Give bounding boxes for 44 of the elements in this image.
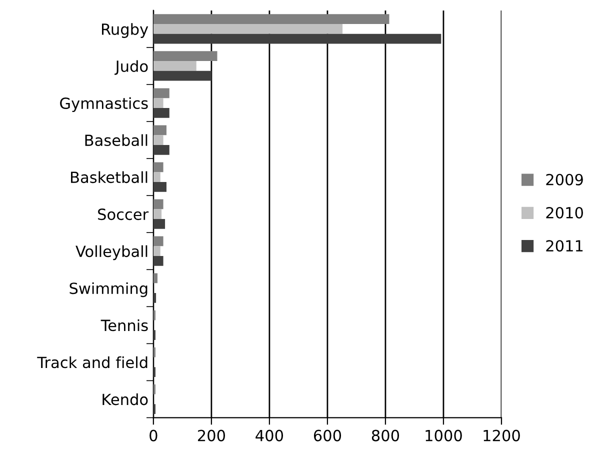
bar (153, 61, 196, 71)
x-tick-label: 1000 (426, 430, 462, 442)
bar (153, 172, 160, 182)
x-tick-label: 600 (314, 430, 342, 442)
bar (153, 98, 164, 108)
x-tick-label: 0 (150, 430, 158, 442)
legend-label: 2009 (546, 174, 583, 186)
bar (153, 236, 164, 246)
bar (153, 199, 164, 210)
bar (153, 108, 170, 118)
bar (153, 88, 170, 98)
legend-label: 2011 (546, 240, 583, 252)
bar (153, 34, 442, 44)
bar (153, 14, 390, 24)
y-tick-label: Judo (114, 60, 148, 75)
y-tick-label: Gymnastics (60, 97, 148, 112)
bar (153, 293, 156, 303)
bar (153, 70, 212, 81)
x-tick-label: 1200 (484, 430, 520, 442)
y-tick-label: Rugby (102, 23, 148, 38)
y-tick-label: Tennis (100, 319, 148, 332)
y-tick-label: Kendo (102, 393, 148, 406)
y-tick-label: Track and field (37, 356, 148, 368)
y-tick-label: Volleyball (76, 245, 148, 260)
bar (153, 51, 218, 62)
bar (153, 256, 164, 266)
bar (153, 209, 162, 220)
x-tick-label: 400 (256, 430, 284, 442)
bar (153, 144, 170, 155)
y-tick-label: Swimming (70, 282, 148, 298)
x-tick-label: 200 (198, 430, 226, 442)
y-tick-label: Basketball (71, 171, 148, 184)
bar (153, 182, 166, 192)
bar (153, 162, 164, 172)
legend-label: 2010 (546, 206, 583, 219)
y-tick-label: Soccer (98, 208, 149, 220)
bar (153, 219, 166, 229)
x-tick-label: 800 (372, 430, 400, 442)
bar (153, 246, 160, 256)
bar (153, 125, 166, 136)
bar (153, 135, 164, 145)
y-tick-label: Baseball (85, 134, 148, 146)
bar (153, 24, 343, 34)
bar (153, 273, 158, 284)
